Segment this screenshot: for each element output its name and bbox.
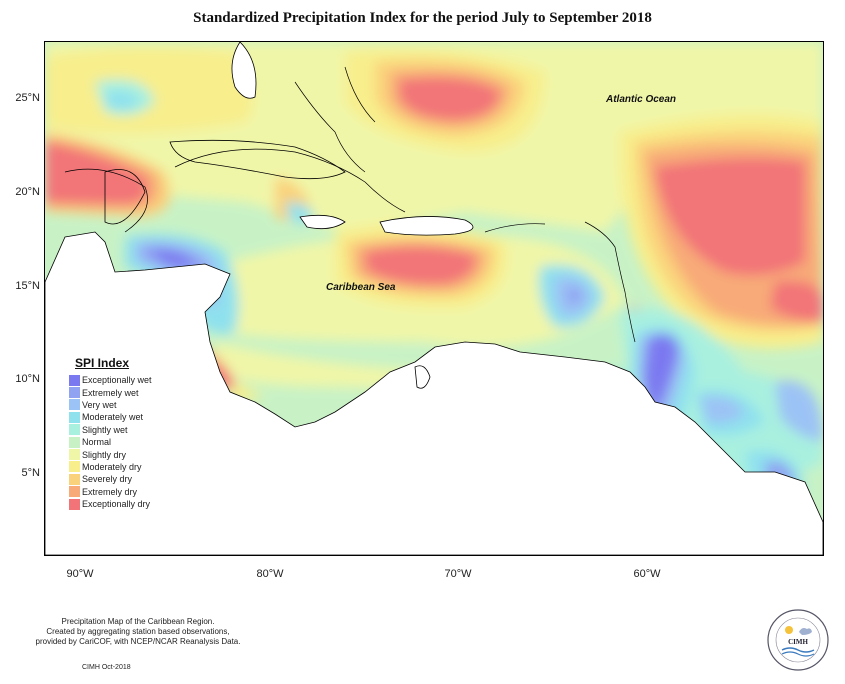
footnote-line: provided by CariCOF, with NCEP/NCAR Rean… xyxy=(35,637,241,646)
lat-tick-10n: 10°N xyxy=(15,373,40,385)
legend-label: Slightly dry xyxy=(82,449,127,460)
map-credit: CIMH Oct-2018 xyxy=(82,664,131,671)
legend-items: Exceptionally wet Extremely wet Very wet… xyxy=(69,374,189,510)
legend-item: Slightly wet xyxy=(69,424,189,436)
lon-tick-70w: 70°W xyxy=(444,568,472,580)
legend-swatch xyxy=(69,461,80,473)
legend-swatch xyxy=(69,374,80,386)
legend-item: Severely dry xyxy=(69,473,189,485)
legend-label: Moderately dry xyxy=(82,461,142,472)
atlantic-ocean-label: Atlantic Ocean xyxy=(606,94,677,105)
legend-swatch xyxy=(69,387,80,399)
lon-tick-60w: 60°W xyxy=(633,568,661,580)
land-masses xyxy=(45,42,823,555)
legend-item: Extremely wet xyxy=(69,386,189,399)
footnote-line: Created by aggregating station based obs… xyxy=(46,627,230,636)
cimh-logo: CIMH xyxy=(767,609,829,671)
sun-icon xyxy=(785,626,793,634)
lat-tick-15n: 15°N xyxy=(15,280,40,292)
coastlines xyxy=(64,66,636,343)
legend-swatch xyxy=(69,473,80,485)
legend-swatch xyxy=(69,498,80,510)
caribbean-sea-label: Caribbean Sea xyxy=(326,282,396,293)
legend-swatch xyxy=(69,449,80,461)
legend-label: Exceptionally dry xyxy=(82,499,151,510)
footnote-line: Precipitation Map of the Caribbean Regio… xyxy=(61,617,215,626)
legend-item: Exceptionally wet xyxy=(69,374,189,386)
legend-label: Exceptionally wet xyxy=(82,375,152,386)
legend-item: Very wet xyxy=(69,399,189,411)
legend-label: Moderately wet xyxy=(82,412,144,423)
lon-tick-90w: 90°W xyxy=(66,568,94,580)
lat-tick-25n: 25°N xyxy=(15,92,40,104)
lat-tick-5n: 5°N xyxy=(21,467,40,479)
legend-swatch xyxy=(69,436,80,448)
legend-swatch xyxy=(69,411,80,423)
legend-item: Exceptionally dry xyxy=(69,498,189,510)
legend-label: Slightly wet xyxy=(82,424,128,435)
legend-item: Moderately wet xyxy=(69,411,189,423)
map-title: Standardized Precipitation Index for the… xyxy=(193,10,652,26)
spi-legend: SPI Index Exceptionally wet Extremely we… xyxy=(69,356,189,510)
legend-item: Extremely dry xyxy=(69,486,189,498)
spi-map xyxy=(44,41,824,556)
legend-swatch xyxy=(69,399,80,411)
legend-item: Moderately dry xyxy=(69,461,189,473)
map-footnote: Precipitation Map of the Caribbean Regio… xyxy=(18,617,258,647)
legend-label: Normal xyxy=(82,437,112,448)
legend-label: Extremely dry xyxy=(82,486,138,497)
lon-tick-80w: 80°W xyxy=(256,568,284,580)
legend-item: Slightly dry xyxy=(69,448,189,461)
legend-title: SPI Index xyxy=(75,356,130,370)
legend-label: Severely dry xyxy=(82,474,133,485)
precipitation-field xyxy=(45,42,823,555)
lat-tick-20n: 20°N xyxy=(15,186,40,198)
legend-swatch xyxy=(69,486,80,498)
cloud-icon xyxy=(799,628,812,635)
legend-swatch xyxy=(69,424,80,436)
logo-text: CIMH xyxy=(788,638,808,646)
legend-label: Very wet xyxy=(82,399,117,410)
legend-item: Normal xyxy=(69,436,189,448)
legend-label: Extremely wet xyxy=(82,387,139,398)
